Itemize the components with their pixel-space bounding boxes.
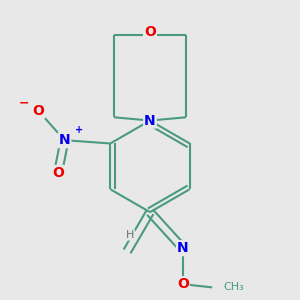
- Text: +: +: [75, 125, 83, 135]
- Text: O: O: [177, 277, 189, 291]
- Text: O: O: [32, 104, 44, 118]
- Text: −: −: [18, 96, 29, 109]
- Text: N: N: [177, 241, 188, 255]
- Text: CH₃: CH₃: [224, 282, 244, 292]
- Text: N: N: [59, 133, 70, 147]
- Text: H: H: [126, 230, 135, 240]
- Text: O: O: [52, 166, 64, 180]
- Text: O: O: [144, 25, 156, 39]
- Text: N: N: [144, 114, 156, 128]
